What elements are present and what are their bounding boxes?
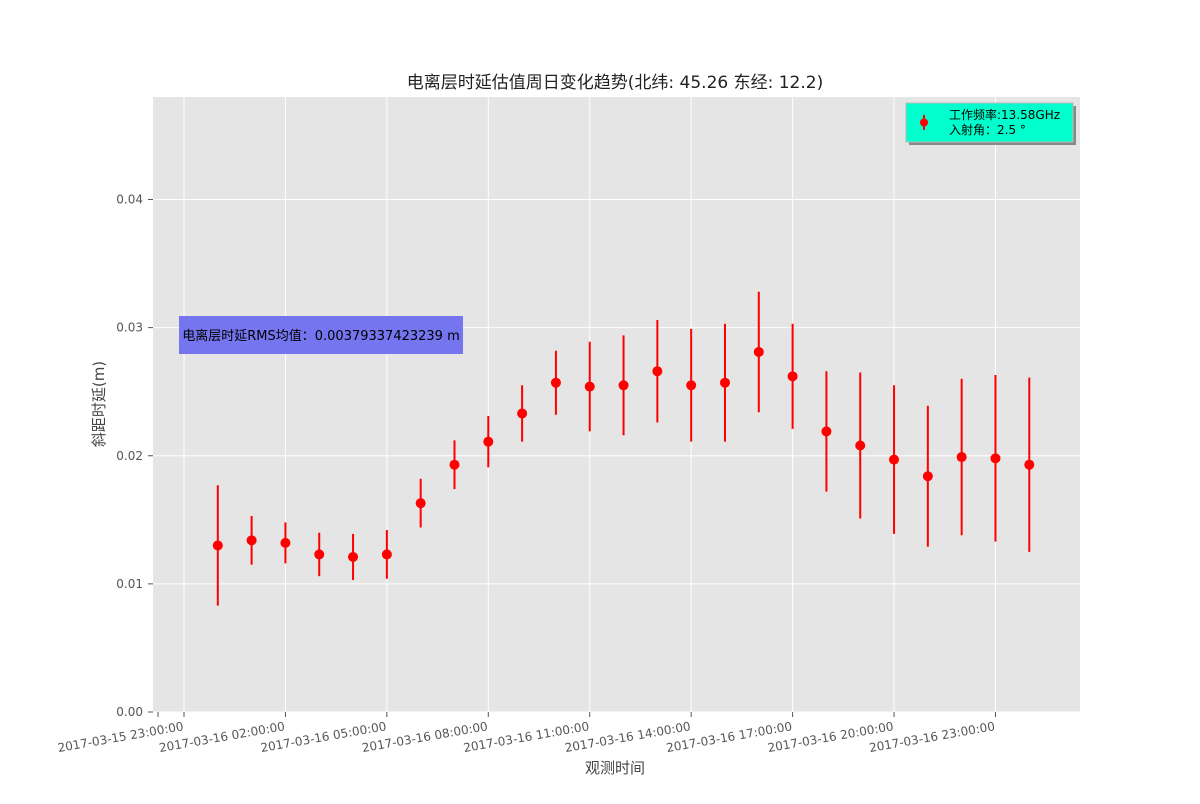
rms-annotation: 电离层时延RMS均值：0.00379337423239 m <box>179 316 463 354</box>
plot-area <box>153 97 1080 712</box>
data-point <box>855 440 866 451</box>
data-point <box>990 453 1001 464</box>
data-series <box>212 291 1035 606</box>
data-point <box>821 426 832 437</box>
data-point <box>1024 459 1035 470</box>
legend: 工作频率:13.58GHz 入射角：2.5 ° <box>905 102 1076 145</box>
y-tick-label: 0.02 <box>116 449 143 463</box>
legend-line-angle: 入射角：2.5 ° <box>949 122 1026 137</box>
y-tick-label: 0.03 <box>116 321 143 335</box>
rms-annotation-text: 电离层时延RMS均值：0.00379337423239 m <box>182 328 460 344</box>
data-point <box>584 381 595 392</box>
chart-title: 电离层时延估值周日变化趋势(北纬: 45.26 东经: 12.2) <box>407 73 823 93</box>
y-tick-label: 0.04 <box>116 193 143 207</box>
data-point <box>956 452 967 463</box>
y-tick-label: 0.00 <box>116 705 143 719</box>
data-point <box>483 436 494 447</box>
x-axis-label: 观测时间 <box>585 759 645 777</box>
data-point <box>348 551 359 562</box>
data-point <box>652 366 663 377</box>
data-point <box>686 380 697 391</box>
legend-box <box>905 102 1074 143</box>
data-point <box>517 408 528 419</box>
data-point <box>753 346 764 357</box>
data-point <box>449 459 460 470</box>
legend-marker-icon <box>920 118 928 127</box>
y-axis-label: 斜距时延(m) <box>90 361 108 447</box>
data-point <box>719 377 730 388</box>
data-point <box>618 380 629 391</box>
data-point <box>787 371 798 382</box>
data-point <box>415 498 426 509</box>
data-point <box>280 537 291 548</box>
rms-annotation-box <box>179 316 463 354</box>
y-tick-label: 0.01 <box>116 577 143 591</box>
data-point <box>212 540 223 551</box>
data-point <box>246 535 257 546</box>
legend-line-frequency: 工作频率:13.58GHz <box>949 107 1060 122</box>
data-point <box>922 471 933 482</box>
data-point <box>889 454 900 465</box>
data-point <box>381 549 392 560</box>
data-point <box>314 549 325 560</box>
data-point <box>550 377 561 388</box>
